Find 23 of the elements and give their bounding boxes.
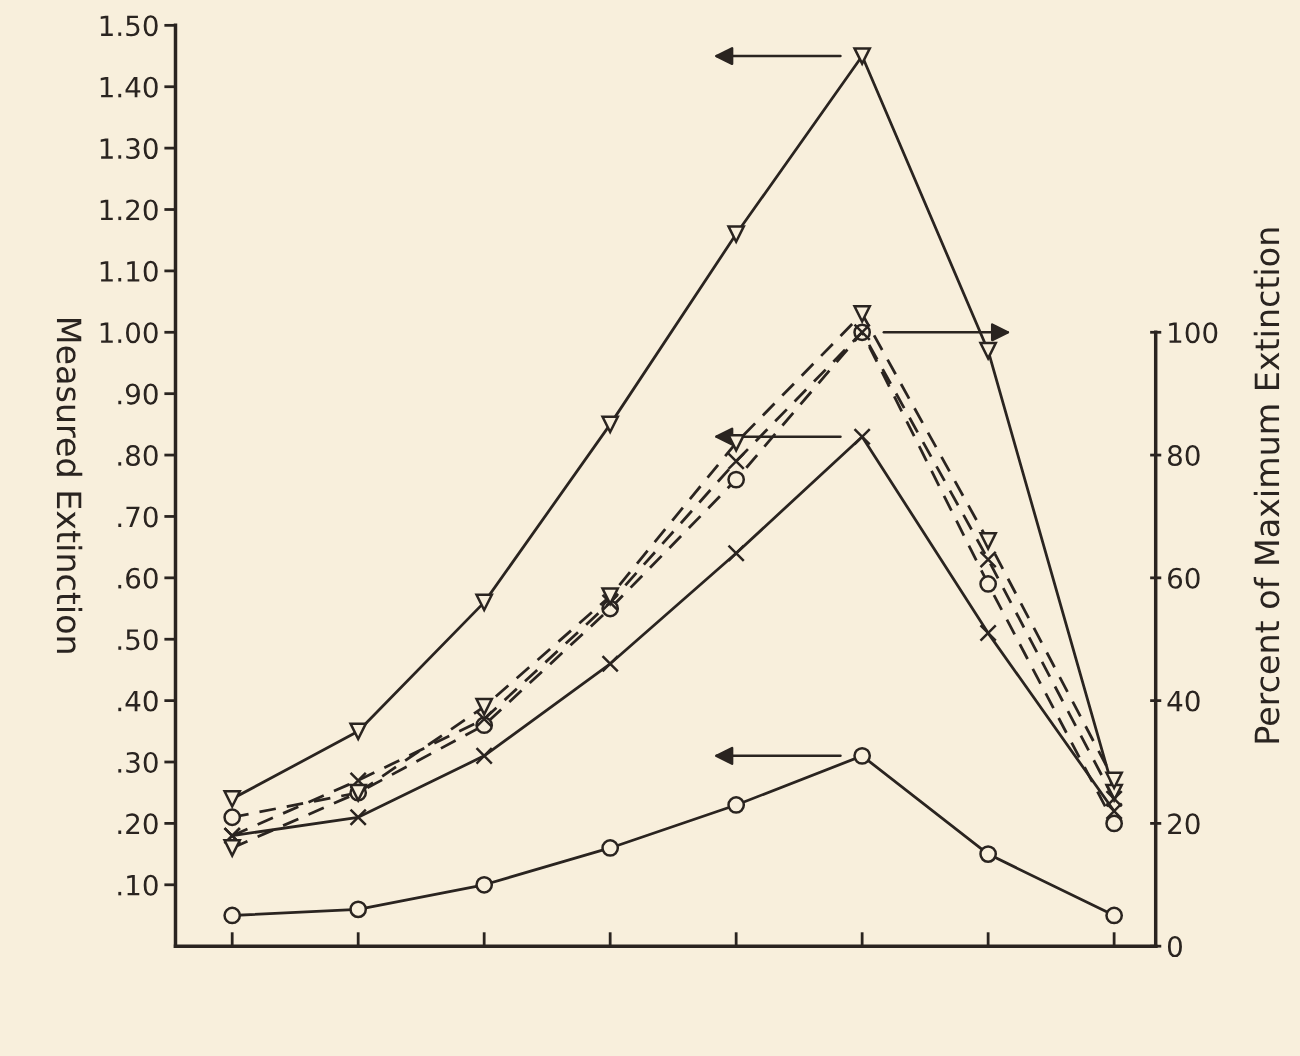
y-tick-label: .80: [118, 445, 158, 467]
y-tick-label: 1.00: [100, 322, 158, 344]
y-tick-label: 1.10: [100, 260, 158, 282]
y2-tick-label: 40: [1167, 690, 1200, 712]
y2-tick-label: 0: [1167, 936, 1182, 958]
y-tick-label: .20: [118, 813, 158, 835]
y-tick-label: .30: [118, 751, 158, 773]
y2-tick-label: 60: [1168, 567, 1200, 589]
y2-tick-label: 100: [1169, 322, 1218, 344]
y2-tick-label: 80: [1168, 445, 1200, 467]
y-axis-title: Measured Extinction: [56, 319, 83, 653]
y-tick-label: 1.50: [100, 15, 158, 37]
y-tick-label: .40: [118, 690, 158, 712]
y-tick-label: .70: [118, 506, 158, 528]
y-tick-label: 1.30: [100, 138, 158, 160]
y2-tick-label: 20: [1168, 813, 1200, 835]
y2-axis-title: Percent of Maximum Extinction: [1253, 228, 1280, 743]
y-tick-label: 1.40: [100, 76, 158, 98]
y-tick-label: 1.20: [100, 199, 158, 221]
y-tick-label: .10: [118, 874, 158, 896]
y-tick-label: .90: [118, 383, 158, 405]
y-tick-label: .60: [118, 567, 158, 589]
y-tick-label: .50: [118, 629, 158, 651]
